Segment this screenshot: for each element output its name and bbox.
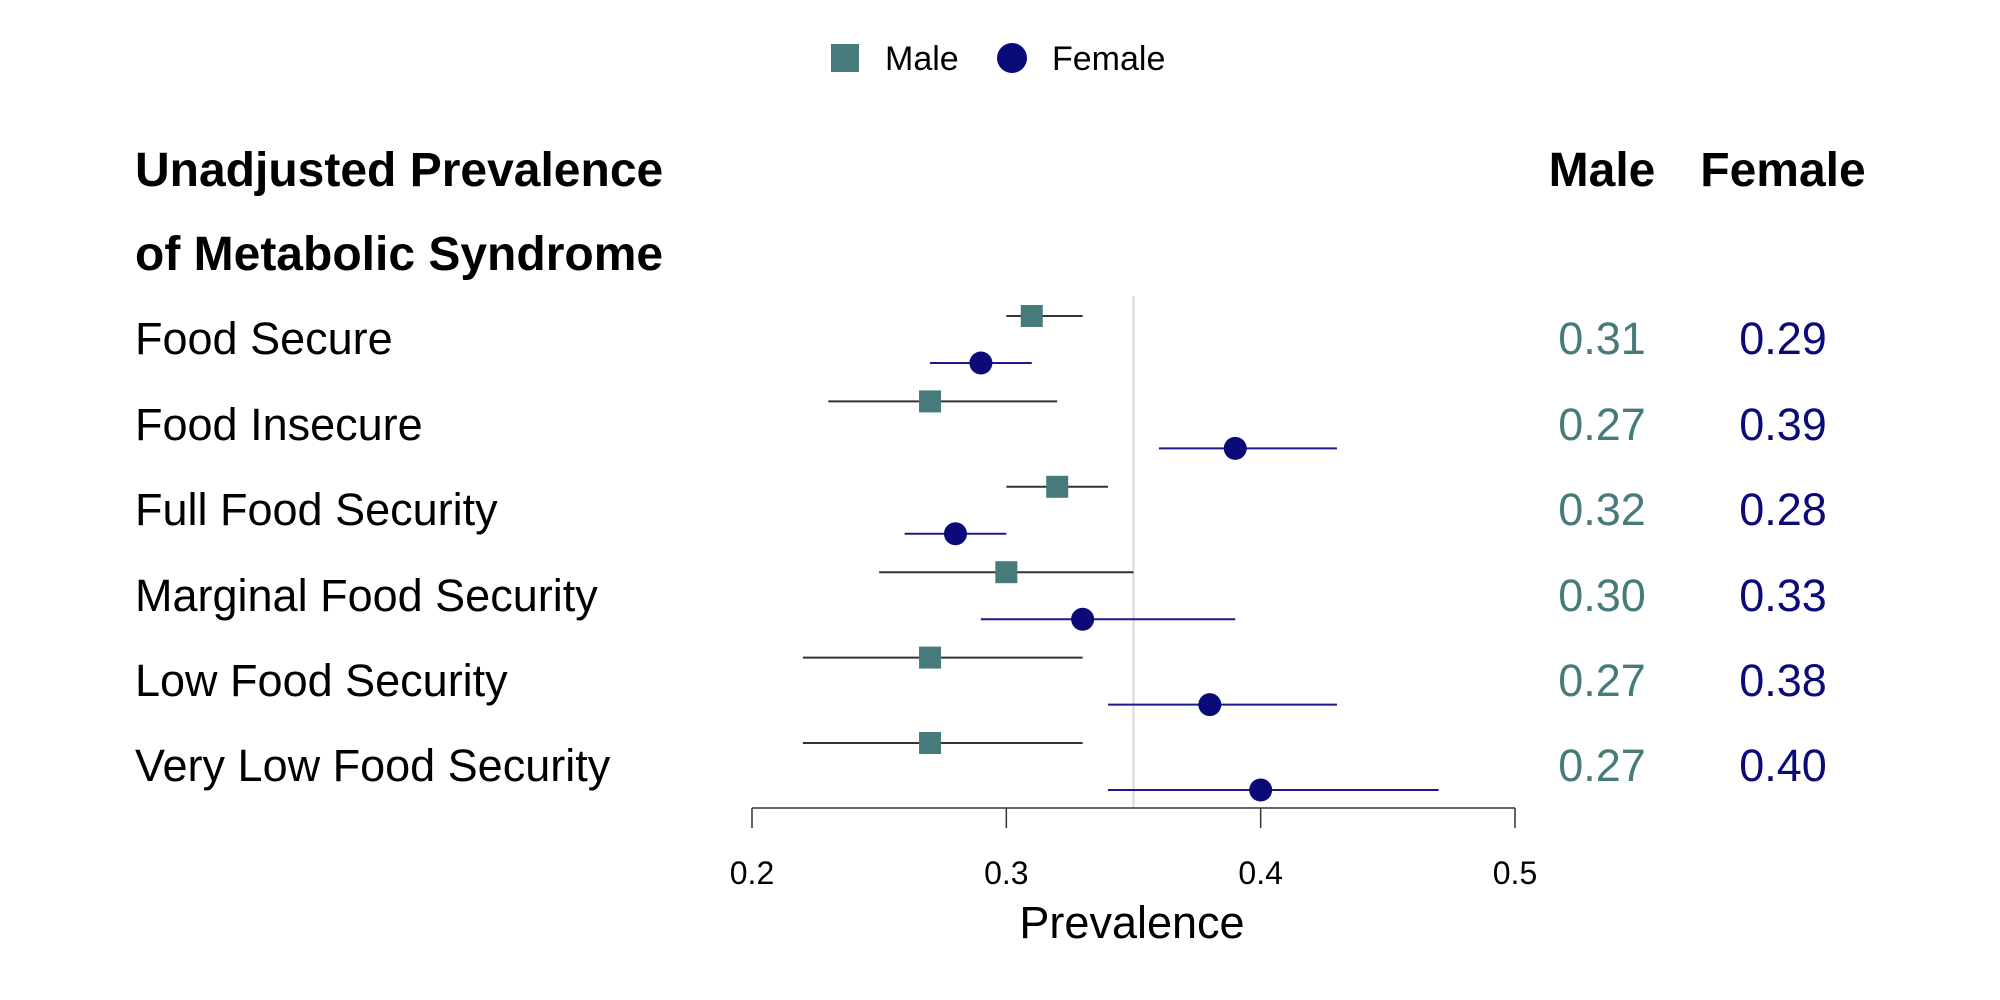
male-value: 0.32 bbox=[1558, 484, 1646, 535]
female-point bbox=[1198, 693, 1222, 717]
legend: Male Female bbox=[831, 40, 1165, 78]
x-tick-label: 0.4 bbox=[1238, 855, 1282, 891]
row-label-food-secure: Food Secure bbox=[135, 313, 393, 364]
male-point bbox=[919, 390, 942, 413]
male-point bbox=[1020, 305, 1043, 327]
x-tick-label: 0.2 bbox=[730, 855, 774, 891]
legend-female-marker bbox=[997, 43, 1027, 73]
legend-male-label: Male bbox=[885, 40, 959, 78]
row-label-marginal-food-security: Marginal Food Security bbox=[135, 570, 598, 621]
female-value: 0.33 bbox=[1739, 570, 1827, 621]
x-tick-label: 0.5 bbox=[1493, 855, 1537, 891]
female-values: 0.29 0.39 0.28 0.33 0.38 0.40 bbox=[1739, 313, 1827, 791]
female-value: 0.38 bbox=[1739, 655, 1827, 706]
row-labels: Food Secure Food Insecure Full Food Secu… bbox=[135, 313, 611, 791]
female-point bbox=[1249, 778, 1273, 802]
row-label-food-insecure: Food Insecure bbox=[135, 399, 423, 450]
female-point bbox=[1223, 436, 1247, 460]
male-value: 0.30 bbox=[1558, 570, 1646, 621]
x-axis: 0.2 0.3 0.4 0.5 bbox=[730, 807, 1537, 891]
male-point bbox=[1046, 475, 1069, 498]
male-value: 0.27 bbox=[1558, 655, 1646, 706]
female-value: 0.29 bbox=[1739, 313, 1827, 364]
row-label-low-food-security: Low Food Security bbox=[135, 655, 508, 706]
female-value: 0.40 bbox=[1739, 740, 1827, 791]
legend-female-label: Female bbox=[1052, 40, 1165, 78]
male-values: 0.31 0.27 0.32 0.30 0.27 0.27 bbox=[1558, 313, 1646, 791]
female-value: 0.28 bbox=[1739, 484, 1827, 535]
row-label-very-low-food-security: Very Low Food Security bbox=[135, 740, 611, 791]
female-value: 0.39 bbox=[1739, 399, 1827, 450]
male-point bbox=[919, 646, 942, 669]
row-label-full-food-security: Full Food Security bbox=[135, 484, 498, 535]
female-point bbox=[969, 351, 993, 375]
male-value: 0.27 bbox=[1558, 740, 1646, 791]
male-value: 0.31 bbox=[1558, 313, 1646, 364]
x-axis-label: Prevalence bbox=[1019, 897, 1244, 948]
data-marks bbox=[802, 305, 1439, 802]
male-value: 0.27 bbox=[1558, 399, 1646, 450]
legend-male-marker bbox=[831, 44, 859, 72]
chart-title-line-1: Unadjusted Prevalence bbox=[135, 144, 663, 197]
female-point bbox=[1071, 607, 1095, 631]
chart-title-line-2: of Metabolic Syndrome bbox=[135, 228, 663, 281]
female-point bbox=[943, 522, 967, 546]
male-point bbox=[919, 732, 942, 754]
x-tick-label: 0.3 bbox=[984, 855, 1028, 891]
column-header-female: Female bbox=[1700, 144, 1865, 197]
male-point bbox=[995, 561, 1018, 584]
column-header-male: Male bbox=[1549, 144, 1656, 197]
